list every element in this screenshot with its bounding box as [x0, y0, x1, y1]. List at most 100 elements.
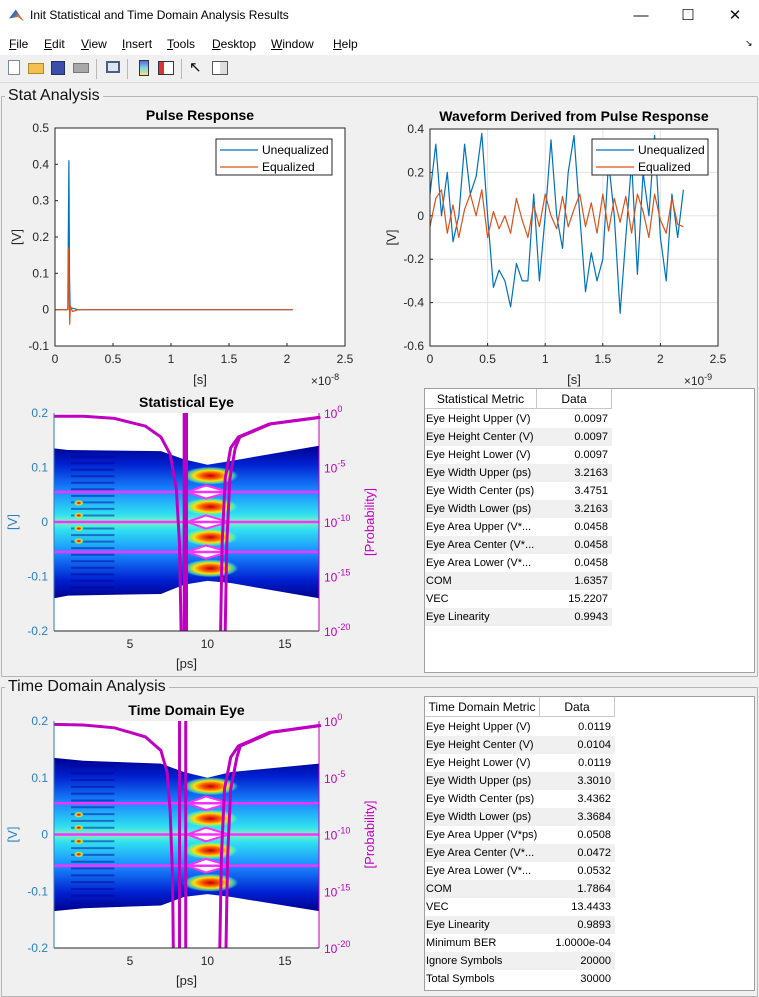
table-row[interactable]: Ignore Symbols 20000: [425, 952, 615, 970]
metric-value: 0.0458: [574, 539, 608, 551]
metric-name: Eye Height Lower (V): [426, 449, 531, 461]
metric-name: Ignore Symbols: [426, 955, 503, 967]
menu-insert[interactable]: Insert: [122, 37, 153, 51]
pointer-icon[interactable]: ↖: [189, 59, 202, 76]
table-row[interactable]: VEC 13.4433: [425, 898, 615, 916]
metric-value: 20000: [580, 955, 611, 967]
metric-value: 0.0508: [577, 829, 611, 841]
metric-name: Eye Area Center (V*...: [426, 847, 535, 859]
metric-name: Minimum BER: [426, 937, 497, 949]
metric-value: 0.0532: [577, 865, 611, 877]
metric-name: Eye Width Lower (ps): [426, 503, 532, 515]
metric-value: 0.0097: [574, 449, 608, 461]
metric-name: VEC: [426, 901, 449, 913]
metric-value: 1.6357: [574, 575, 608, 587]
table-row[interactable]: VEC 15.2207: [425, 590, 612, 608]
metric-name: Eye Height Upper (V): [426, 413, 531, 425]
table-row[interactable]: Total Symbols 30000: [425, 970, 615, 988]
title-bar: Init Statistical and Time Domain Analysi…: [0, 0, 759, 33]
menu-window[interactable]: Window: [271, 37, 314, 51]
table-row[interactable]: Eye Area Center (V*... 0.0472: [425, 844, 615, 862]
property-inspector-icon[interactable]: [210, 58, 230, 78]
metric-name: Eye Height Center (V): [426, 739, 534, 751]
metric-name: COM: [426, 575, 452, 587]
table-row[interactable]: Eye Width Center (ps) 3.4362: [425, 790, 615, 808]
toolbar-separator: [127, 59, 128, 79]
menu-tools[interactable]: Tools: [167, 37, 196, 51]
table-row[interactable]: Eye Height Upper (V) 0.0119: [425, 718, 615, 736]
table-row[interactable]: Eye Linearity 0.9893: [425, 916, 615, 934]
metric-value: 0.0119: [578, 757, 611, 769]
metric-name: Eye Height Lower (V): [426, 757, 531, 769]
menu-view[interactable]: View: [81, 37, 107, 51]
table-row[interactable]: Minimum BER 1.0000e-04: [425, 934, 615, 952]
table-row[interactable]: Eye Area Upper (V*ps) 0.0508: [425, 826, 615, 844]
print-icon[interactable]: [71, 58, 91, 78]
toolbar: ↖: [0, 55, 759, 83]
table-row[interactable]: Eye Height Lower (V) 0.0097: [425, 446, 612, 464]
table-row[interactable]: Eye Area Upper (V*... 0.0458: [425, 518, 612, 536]
menu-help[interactable]: Help: [333, 37, 358, 51]
statistical-metrics-table[interactable]: Statistical Metric Data Eye Height Upper…: [424, 388, 755, 673]
metric-value: 0.0097: [574, 413, 608, 425]
table-row[interactable]: Eye Area Lower (V*... 0.0458: [425, 554, 612, 572]
metric-name: Eye Width Center (ps): [426, 793, 535, 805]
metric-value: 15.2207: [568, 593, 608, 605]
menu-desktop[interactable]: Desktop: [212, 37, 257, 51]
table-row[interactable]: Eye Area Lower (V*... 0.0532: [425, 862, 615, 880]
metric-value: 0.0472: [577, 847, 611, 859]
metric-value: 3.3010: [577, 775, 611, 787]
metric-name: Eye Linearity: [426, 919, 490, 931]
table-row[interactable]: Eye Height Center (V) 0.0097: [425, 428, 612, 446]
new-figure-icon[interactable]: [4, 58, 24, 78]
column-header-metric[interactable]: Statistical Metric: [425, 389, 537, 409]
colorbar-icon[interactable]: [134, 58, 154, 78]
metric-value: 0.9893: [577, 919, 611, 931]
table-row[interactable]: Eye Height Center (V) 0.0104: [425, 736, 615, 754]
save-icon[interactable]: [48, 58, 68, 78]
table-row[interactable]: Eye Width Upper (ps) 3.2163: [425, 464, 612, 482]
legend-icon[interactable]: [156, 58, 176, 78]
metric-value: 0.0104: [577, 739, 611, 751]
metric-value: 1.7864: [577, 883, 611, 895]
table-row[interactable]: Eye Width Lower (ps) 3.3684: [425, 808, 615, 826]
table-row[interactable]: Eye Height Upper (V) 0.0097: [425, 410, 612, 428]
table-row[interactable]: Eye Height Lower (V) 0.0119: [425, 754, 615, 772]
column-header-metric[interactable]: Time Domain Metric: [425, 697, 540, 717]
time-domain-metrics-table[interactable]: Time Domain Metric Data Eye Height Upper…: [424, 696, 755, 991]
menu-file[interactable]: File: [9, 37, 29, 51]
column-header-data[interactable]: Data: [537, 389, 612, 409]
metric-value: 30000: [580, 973, 611, 985]
metric-value: 0.0458: [574, 521, 608, 533]
minimize-button[interactable]: —: [633, 7, 649, 24]
metric-name: VEC: [426, 593, 449, 605]
open-file-icon[interactable]: [26, 58, 46, 78]
link-figure-icon[interactable]: [103, 58, 123, 78]
metric-name: Eye Area Upper (V*ps): [426, 829, 538, 841]
metric-name: Eye Linearity: [426, 611, 490, 623]
dock-arrow-icon[interactable]: ↘: [745, 38, 753, 48]
toolbar-separator: [181, 59, 182, 79]
table-row[interactable]: Eye Width Lower (ps) 3.2163: [425, 500, 612, 518]
metric-value: 0.0097: [574, 431, 608, 443]
table-row[interactable]: COM 1.7864: [425, 880, 615, 898]
menu-bar: File Edit View Insert Tools Desktop Wind…: [0, 33, 759, 55]
metric-value: 13.4433: [571, 901, 611, 913]
table-row[interactable]: Eye Width Center (ps) 3.4751: [425, 482, 612, 500]
column-header-data[interactable]: Data: [540, 697, 615, 717]
table-row[interactable]: Eye Linearity 0.9943: [425, 608, 612, 626]
table-row[interactable]: Eye Width Upper (ps) 3.3010: [425, 772, 615, 790]
metric-name: Eye Area Lower (V*...: [426, 865, 532, 877]
toolbar-separator: [96, 59, 97, 79]
metric-value: 3.3684: [577, 811, 611, 823]
metric-name: Eye Width Center (ps): [426, 485, 535, 497]
table-row[interactable]: COM 1.6357: [425, 572, 612, 590]
table-row[interactable]: Eye Area Center (V*... 0.0458: [425, 536, 612, 554]
close-button[interactable]: ✕: [728, 7, 742, 24]
menu-edit[interactable]: Edit: [44, 37, 65, 51]
metric-name: Eye Area Center (V*...: [426, 539, 535, 551]
metric-name: Eye Area Upper (V*...: [426, 521, 532, 533]
maximize-button[interactable]: ☐: [681, 7, 695, 24]
metric-value: 3.4362: [577, 793, 611, 805]
metric-name: COM: [426, 883, 452, 895]
